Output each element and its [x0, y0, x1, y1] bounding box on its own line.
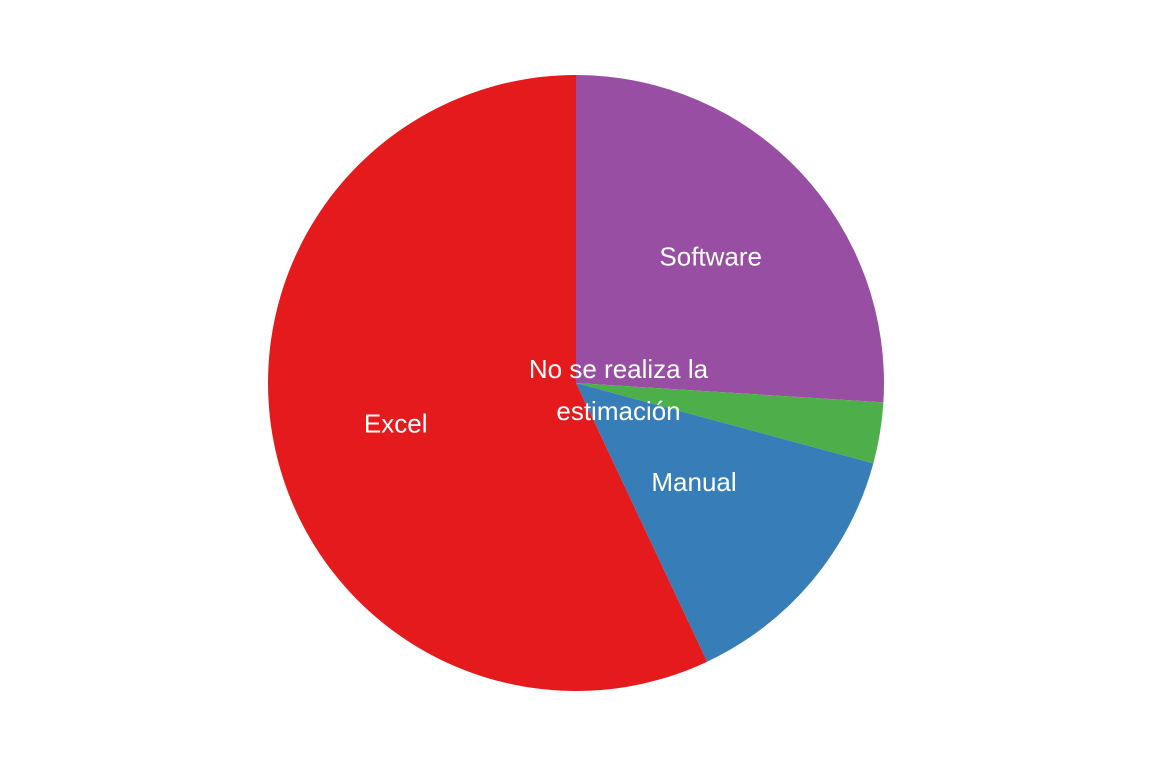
pie-slices: [268, 75, 884, 691]
pie-slice-manual: [576, 383, 874, 662]
pie-slice-software: [576, 75, 884, 403]
slice-label-line: No se realiza la: [529, 354, 709, 384]
pie-slice-excel: [268, 75, 708, 691]
slice-label-excel: Excel: [364, 408, 428, 438]
slice-label-manual: Manual: [651, 467, 736, 497]
slice-label-software: Software: [659, 242, 762, 272]
slice-label-line: Manual: [651, 467, 736, 497]
slice-label-line: Excel: [364, 408, 428, 438]
slice-label-line: Software: [659, 242, 762, 272]
pie-slice-labels: Software No se realiza la estimación Manual…: [364, 242, 762, 497]
slice-label-no-se-realiza-la-estimación: No se realiza la estimación: [529, 354, 709, 426]
pie-slice-no-se-realiza-la-estimación: [576, 383, 884, 464]
slice-label-line: estimación: [556, 396, 680, 426]
